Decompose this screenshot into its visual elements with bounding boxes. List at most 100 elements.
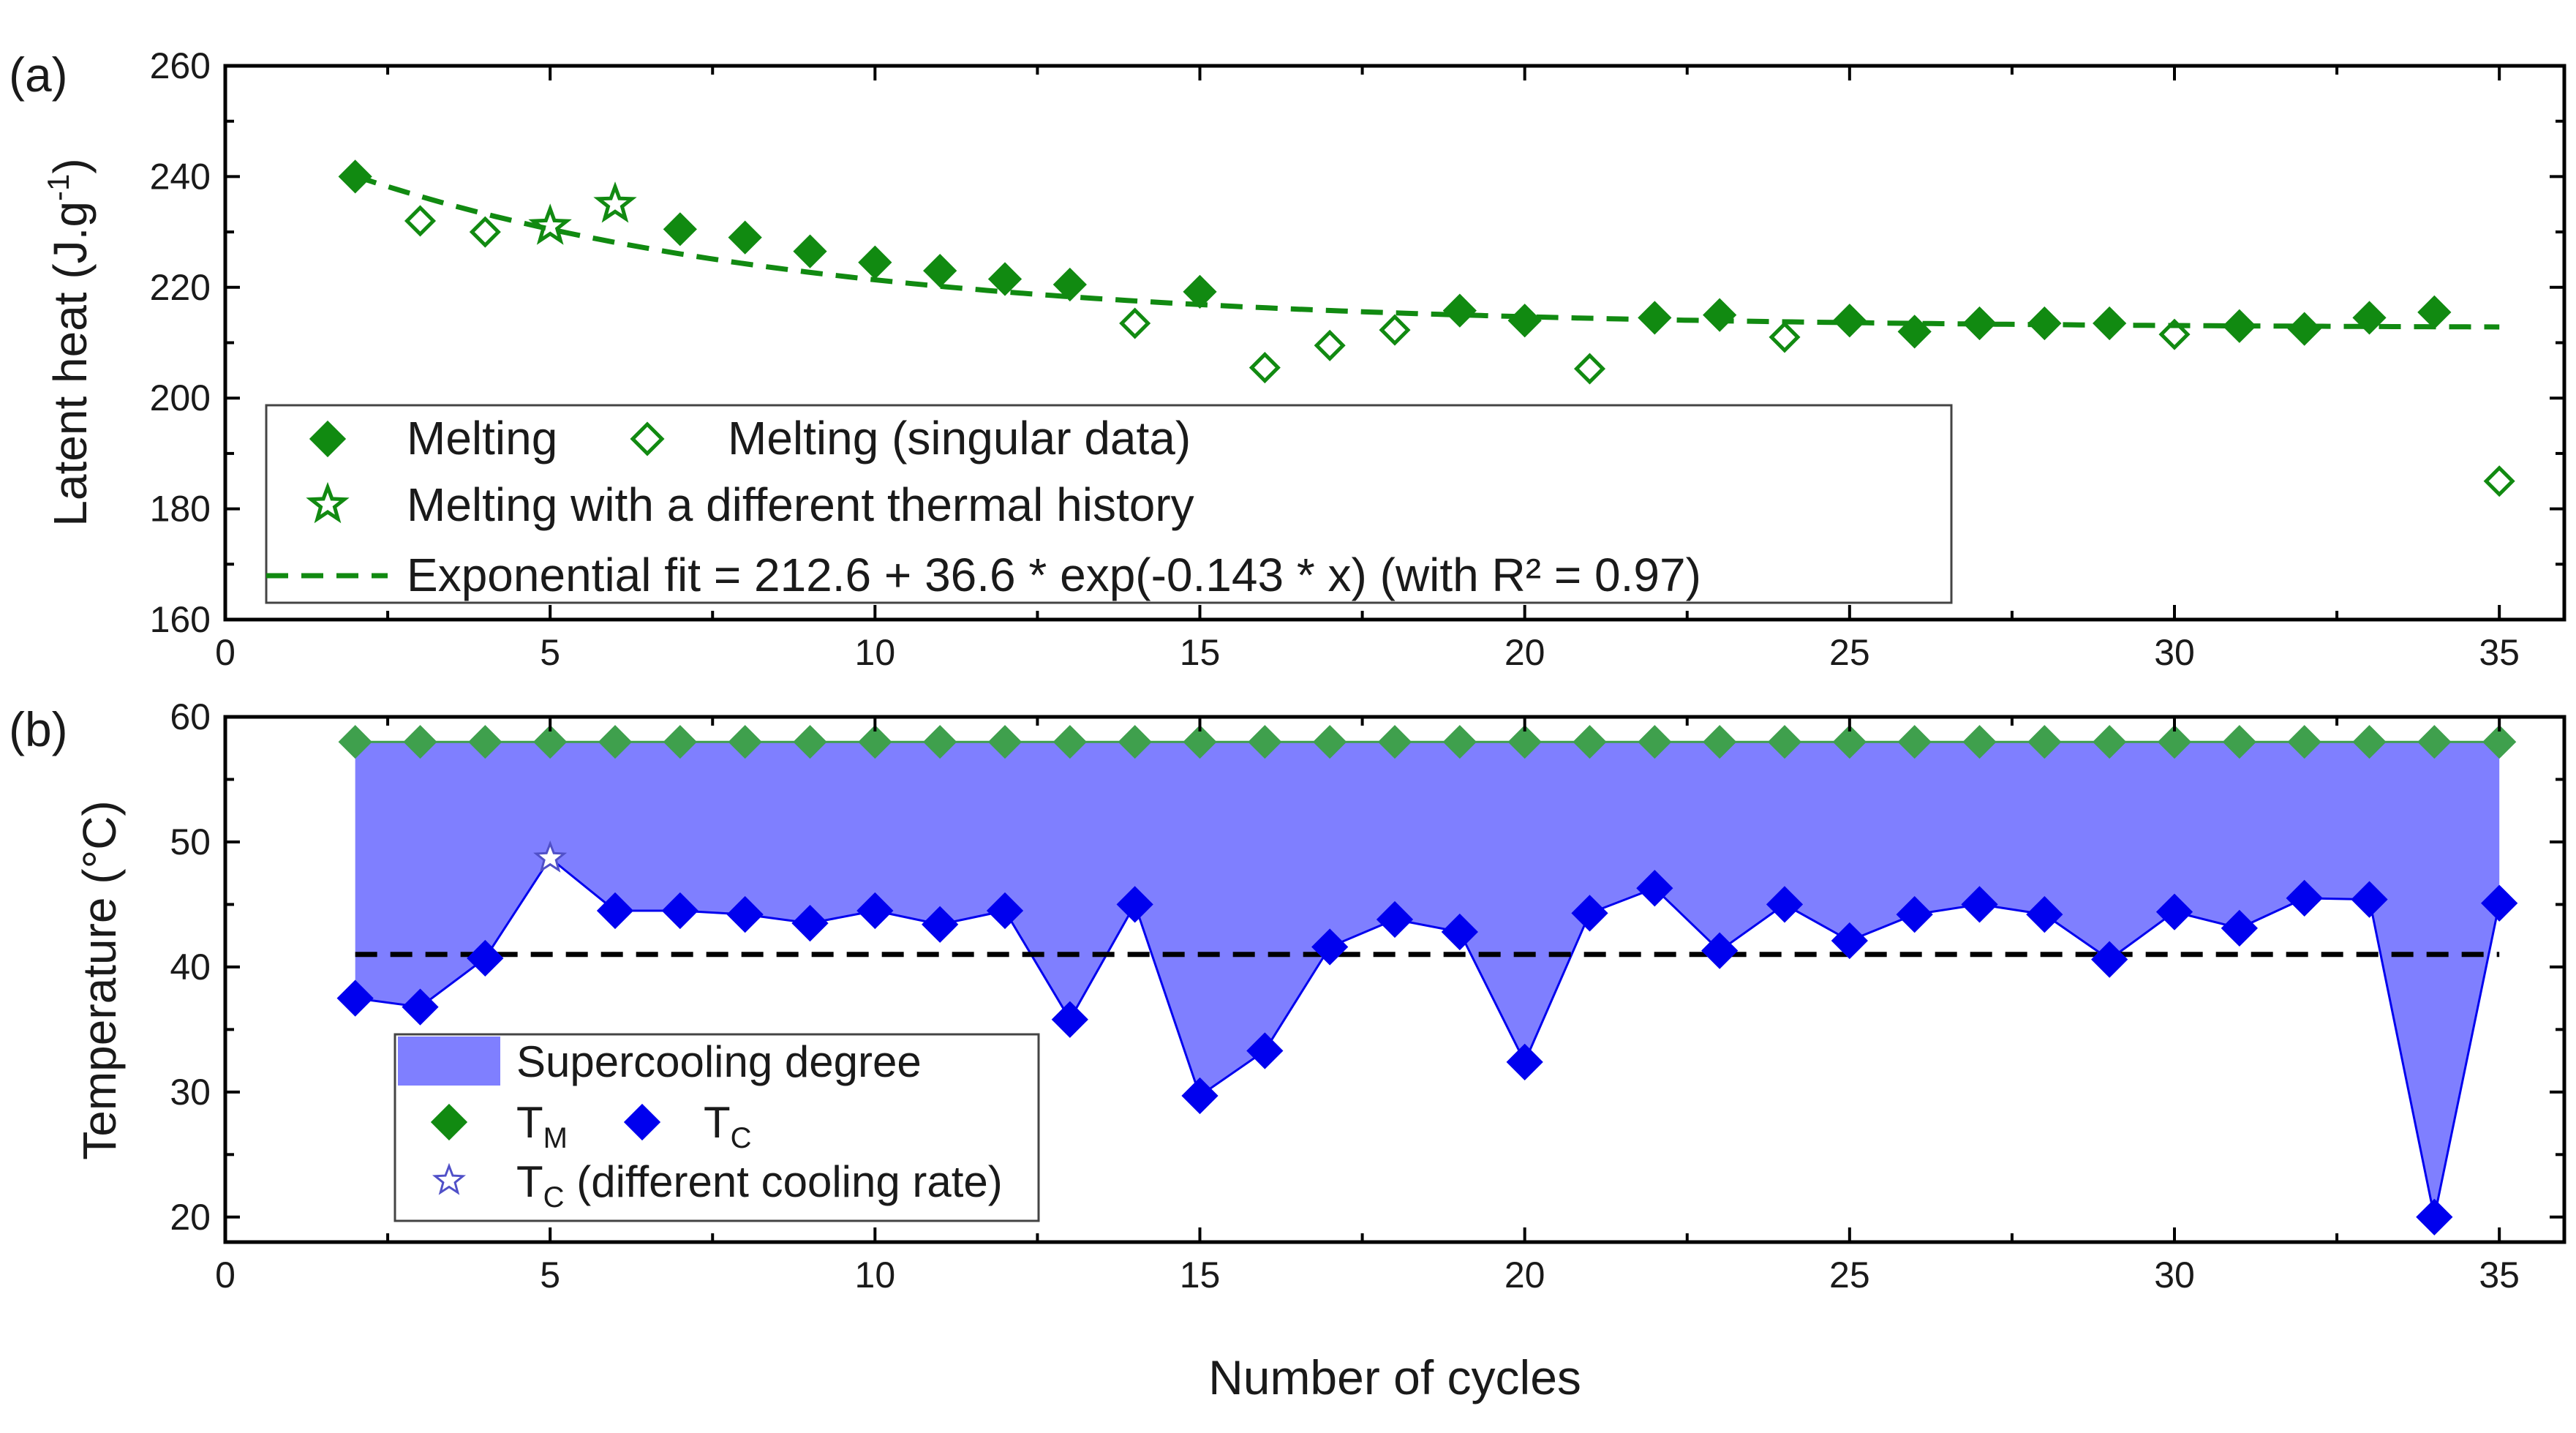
b-x-tick-label: 25 bbox=[1829, 1255, 1870, 1295]
b-tm-point bbox=[2027, 725, 2062, 759]
b-tm-point bbox=[1442, 725, 1477, 759]
a-legend-singular-label: Melting (singular data) bbox=[728, 412, 1191, 464]
a-singular-point bbox=[1573, 353, 1606, 385]
a-melting-point bbox=[2027, 306, 2062, 341]
a-melting-point bbox=[793, 234, 827, 268]
a-legend-star-marker bbox=[306, 481, 350, 524]
b-y-tick-label: 40 bbox=[170, 947, 211, 988]
a-melting-point bbox=[1507, 304, 1542, 338]
a-x-tick-label: 15 bbox=[1180, 632, 1221, 673]
b-tm-point bbox=[1507, 725, 1542, 759]
a-y-axis-title-end: ) bbox=[44, 158, 97, 173]
b-tm-point bbox=[923, 725, 957, 759]
b-tc-point bbox=[402, 988, 439, 1026]
b-tm-point bbox=[1962, 725, 1997, 759]
a-legend-star-label: Melting with a different thermal history bbox=[407, 478, 1194, 531]
b-legend-fill-swatch bbox=[398, 1037, 500, 1086]
b-tc-point bbox=[1636, 870, 1673, 907]
b-plot-layer bbox=[336, 725, 2518, 1235]
b-y-tick-label: 20 bbox=[170, 1197, 211, 1238]
a-melting-point bbox=[1703, 298, 1737, 332]
b-tm-point bbox=[1118, 725, 1152, 759]
a-x-tick-label: 35 bbox=[2479, 632, 2520, 673]
a-legend-melting-marker bbox=[309, 420, 347, 458]
x-axis-title: Number of cycles bbox=[1208, 1350, 1581, 1404]
b-tm-point bbox=[1052, 725, 1087, 759]
b-legend-tm-label: TM bbox=[516, 1098, 568, 1154]
a-y-axis-title: Latent heat (J.g-1) bbox=[41, 158, 97, 526]
a-y-tick-label: 220 bbox=[150, 267, 211, 308]
b-tc-point bbox=[1701, 932, 1739, 969]
b-tc-point bbox=[2416, 1198, 2453, 1235]
b-tc-point bbox=[467, 939, 504, 977]
a-singular-point bbox=[1379, 314, 1411, 346]
b-tc-point bbox=[1051, 1001, 1088, 1038]
b-axis-ticks: 0 5 10 15 20 25 30 35 20 30 40 50 60 bbox=[170, 696, 2564, 1295]
b-tm-point bbox=[598, 725, 633, 759]
b-tc-point bbox=[1831, 922, 1868, 960]
b-tm-point bbox=[403, 725, 437, 759]
a-melting-point bbox=[2417, 295, 2452, 329]
a-melting-point bbox=[2222, 309, 2256, 343]
b-tm-point bbox=[1767, 725, 1802, 759]
b-tc-point bbox=[2481, 884, 2518, 922]
a-legend-singular-marker bbox=[630, 421, 665, 456]
b-tc-point bbox=[1246, 1032, 1284, 1069]
a-singular-point bbox=[2483, 465, 2515, 497]
a-y-axis-title-superscript: -1 bbox=[41, 174, 75, 201]
b-tm-point bbox=[2222, 725, 2256, 759]
b-y-tick-label: 60 bbox=[170, 696, 211, 737]
b-tm-point bbox=[728, 725, 762, 759]
b-tc-point bbox=[1376, 900, 1414, 939]
b-tc-point bbox=[986, 892, 1024, 930]
b-legend-tc-marker bbox=[623, 1103, 661, 1141]
a-melting-point bbox=[987, 262, 1023, 296]
b-x-tick-label: 30 bbox=[2154, 1255, 2195, 1295]
b-tm-point bbox=[1248, 725, 1282, 759]
b-tm-point bbox=[858, 725, 892, 759]
a-melting-point bbox=[858, 245, 892, 279]
a-melting-point bbox=[663, 212, 697, 247]
a-melting-point bbox=[338, 159, 372, 194]
b-legend-box bbox=[393, 1033, 1040, 1222]
b-legend-tm-subscript: M bbox=[543, 1122, 568, 1154]
a-plot-layer bbox=[338, 159, 2515, 497]
a-legend-box bbox=[265, 404, 1953, 604]
b-tm-point bbox=[1573, 725, 1607, 759]
b-tc-point bbox=[2155, 893, 2193, 930]
a-singular-point bbox=[1249, 352, 1281, 384]
b-x-tick-label: 10 bbox=[855, 1255, 896, 1295]
a-melting-point bbox=[1052, 267, 1087, 302]
b-tc-point bbox=[336, 979, 374, 1017]
a-x-tick-label: 5 bbox=[540, 632, 560, 673]
b-legend-tc-subscript: C bbox=[731, 1122, 752, 1154]
a-melting-point bbox=[1897, 315, 1932, 349]
b-x-tick-label: 0 bbox=[215, 1255, 236, 1295]
a-melting-point bbox=[728, 220, 762, 255]
b-legend-fill-label: Supercooling degree bbox=[516, 1037, 922, 1086]
b-tm-point bbox=[2352, 725, 2387, 759]
b-tm-point bbox=[1832, 725, 1867, 759]
b-tm-point bbox=[987, 725, 1023, 759]
b-tc-point bbox=[1506, 1043, 1543, 1080]
a-singular-point bbox=[404, 205, 437, 237]
a-fit-curve bbox=[354, 173, 2500, 330]
b-legend: Supercooling degree TM TC TC (different … bbox=[393, 1033, 1040, 1222]
a-singular-point bbox=[1769, 321, 1801, 353]
b-tc-point bbox=[1311, 928, 1349, 966]
b-legend-tc2-subscript: C bbox=[543, 1181, 565, 1214]
b-legend-tc-label: TC bbox=[704, 1098, 752, 1154]
b-tc-point bbox=[856, 892, 894, 930]
b-tc-point bbox=[2286, 879, 2323, 917]
a-x-tick-label: 0 bbox=[215, 632, 236, 673]
a-y-tick-label: 200 bbox=[150, 377, 211, 418]
b-tc-point bbox=[661, 892, 698, 930]
b-tm-point bbox=[793, 725, 827, 759]
b-tc-point bbox=[1766, 886, 1804, 923]
a-legend-fit-label: Exponential fit = 212.6 + 36.6 * exp(-0.… bbox=[407, 549, 1701, 601]
a-melting-point bbox=[923, 253, 957, 288]
a-melting-point bbox=[1183, 274, 1217, 309]
a-x-tick-label: 20 bbox=[1504, 632, 1545, 673]
b-legend-tc2-label: TC (different cooling rate) bbox=[516, 1157, 1003, 1214]
